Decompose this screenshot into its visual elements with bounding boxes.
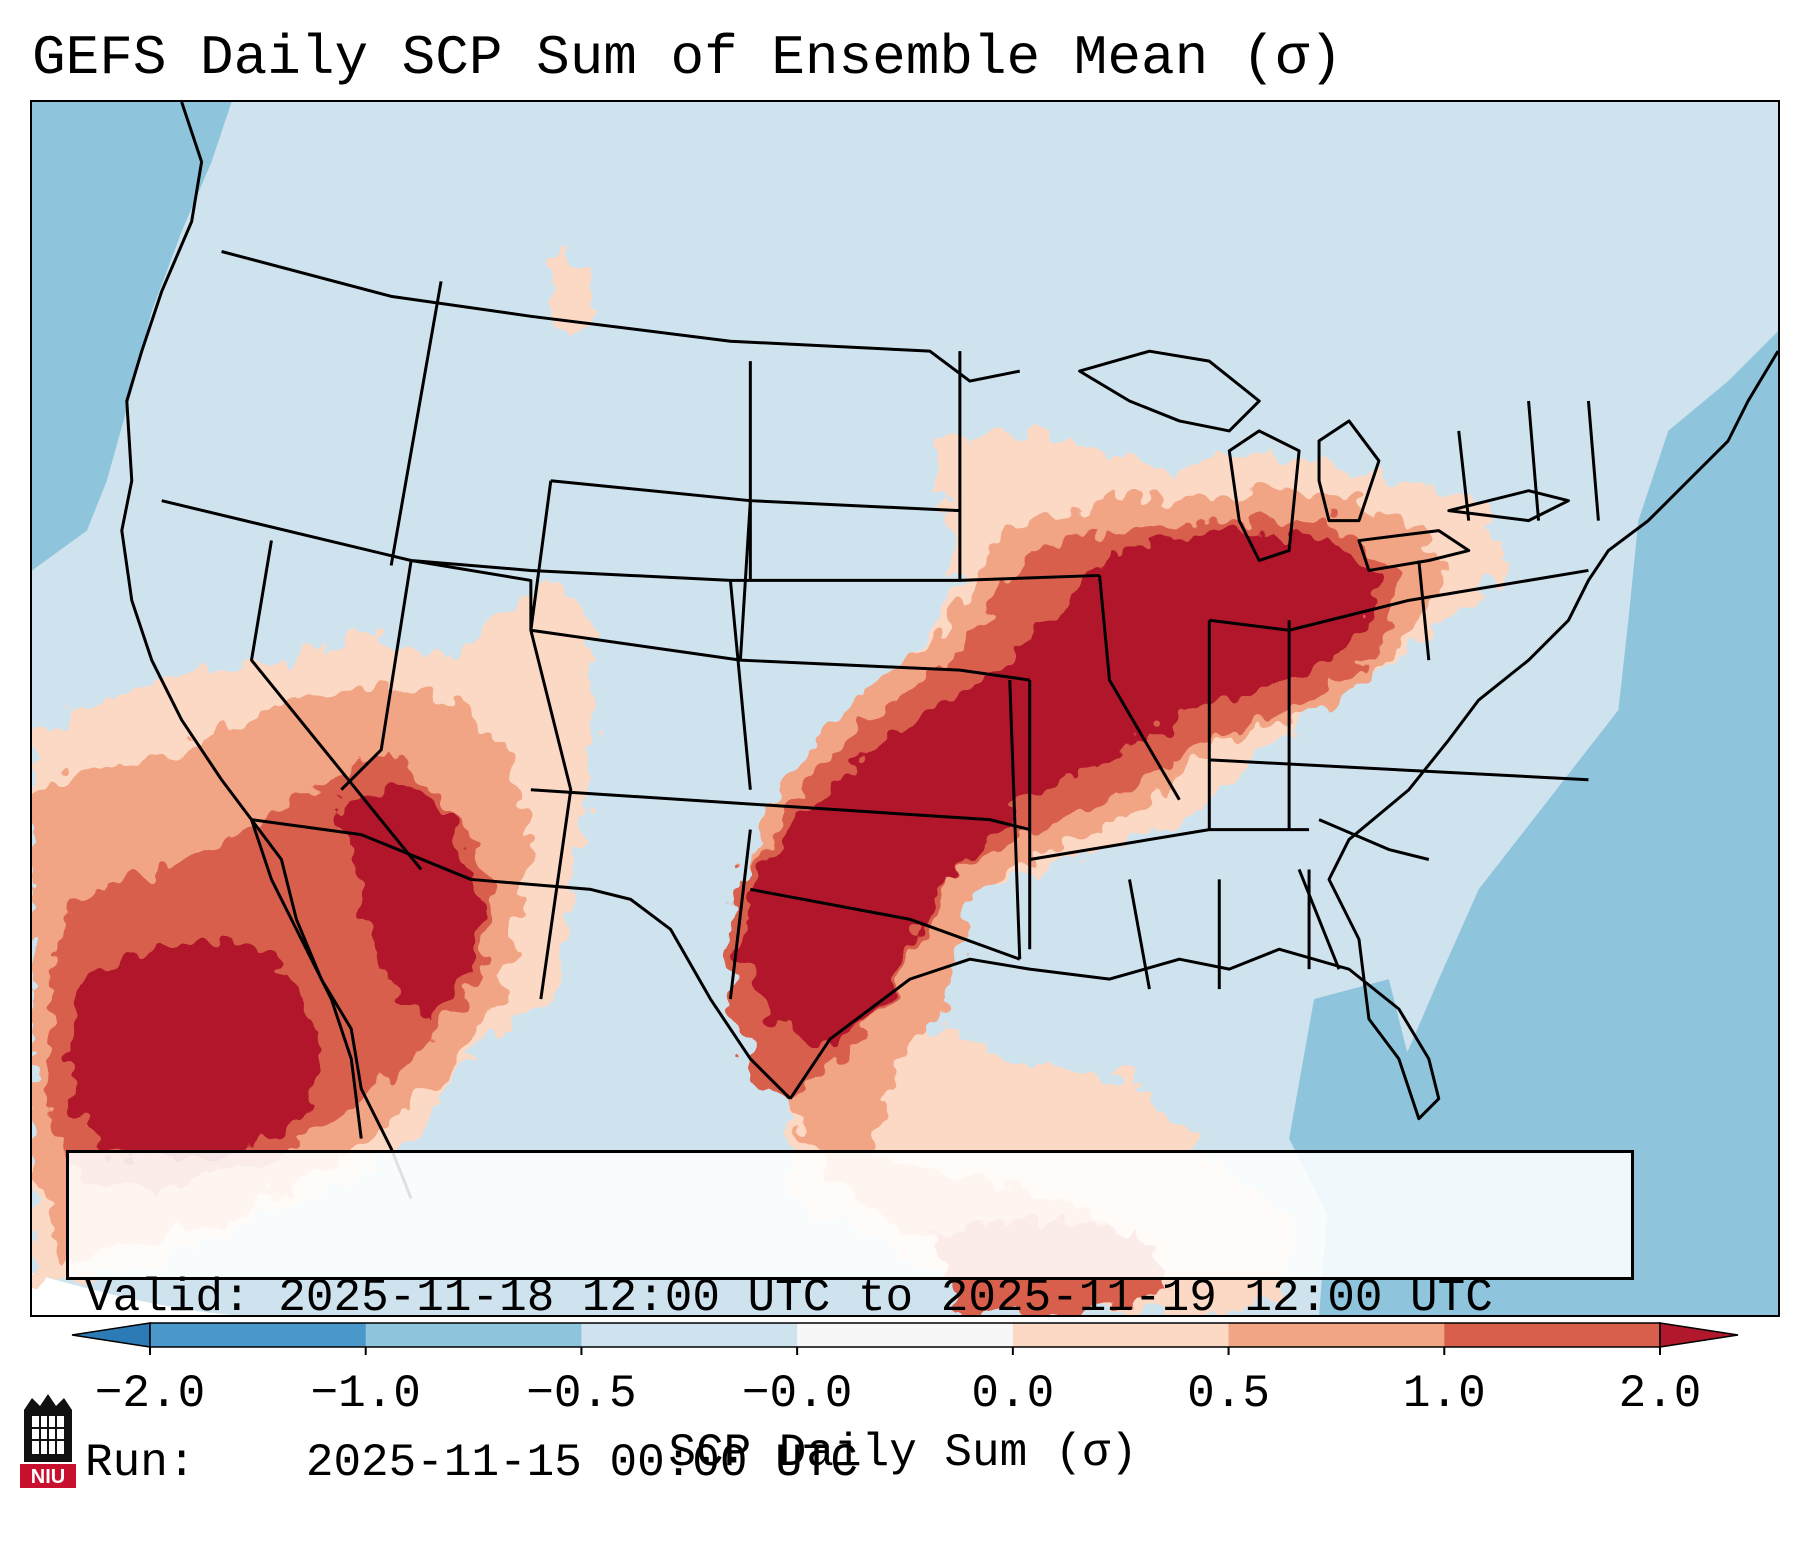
colorbar-bin — [1444, 1323, 1661, 1347]
boundaries — [120, 102, 1778, 1199]
run-row: Run: 2025-11-15 00:00 UTC — [85, 1436, 1631, 1491]
colorbar-tick-label: −0.0 — [741, 1368, 853, 1420]
colorbar-extend-low — [71, 1322, 151, 1348]
colorbar-tick-label: 0.5 — [1187, 1368, 1270, 1420]
run-label: Run: — [85, 1437, 196, 1489]
colorbar-bin — [1012, 1323, 1230, 1347]
great-lakes — [1078, 349, 1570, 572]
colorbar-extend-high — [1659, 1322, 1739, 1348]
colorbar-tick-label: 2.0 — [1618, 1368, 1702, 1420]
colorbar-bin — [797, 1323, 1014, 1347]
colorbar — [71, 1322, 1739, 1355]
colorbar-bin — [581, 1323, 798, 1347]
atlantic-ocean-region — [1319, 331, 1778, 1315]
colorbar-tick-label: 0.0 — [971, 1368, 1055, 1420]
run-value: 2025-11-15 00:00 UTC — [305, 1437, 858, 1489]
west-coastline — [120, 102, 413, 1199]
projection-edge — [32, 1273, 232, 1315]
valid-row: Valid: 2025-11-18 12:00 UTC to 2025-11-1… — [85, 1271, 1631, 1326]
map-title: GEFS Daily SCP Sum of Ensemble Mean (σ) — [32, 26, 1343, 90]
state-lines — [161, 281, 1600, 1000]
colorbar-frame — [149, 1322, 1661, 1348]
mexico-border — [251, 818, 792, 1100]
colorbar-tick-label: 1.0 — [1402, 1368, 1486, 1420]
scp-field — [32, 246, 1509, 1315]
gulf-coastline — [789, 350, 1778, 1121]
colorbar-label: SCP Daily Sum (σ) — [668, 1427, 1138, 1479]
map-panel — [30, 100, 1780, 1317]
niu-logo: NIU — [20, 1394, 76, 1488]
baja-coastline — [250, 819, 363, 1139]
scp-map — [32, 102, 1778, 1315]
colorbar-bin — [1228, 1323, 1445, 1347]
canada-border — [221, 250, 1021, 383]
colorbar-tick-label: −0.5 — [526, 1368, 637, 1420]
valid-label: Valid: — [85, 1272, 251, 1324]
logo-text: NIU — [31, 1466, 65, 1488]
valid-value: 2025-11-18 12:00 UTC to 2025-11-19 12:00… — [278, 1272, 1493, 1324]
colorbar-bin — [150, 1323, 367, 1347]
pacific-ocean-region — [32, 102, 232, 571]
validity-info-box: Valid: 2025-11-18 12:00 UTC to 2025-11-1… — [66, 1150, 1634, 1489]
colorbar-bin — [365, 1323, 582, 1347]
colorbar-tick-label: −1.0 — [310, 1368, 421, 1420]
colorbar-tick-label: −2.0 — [94, 1368, 206, 1420]
